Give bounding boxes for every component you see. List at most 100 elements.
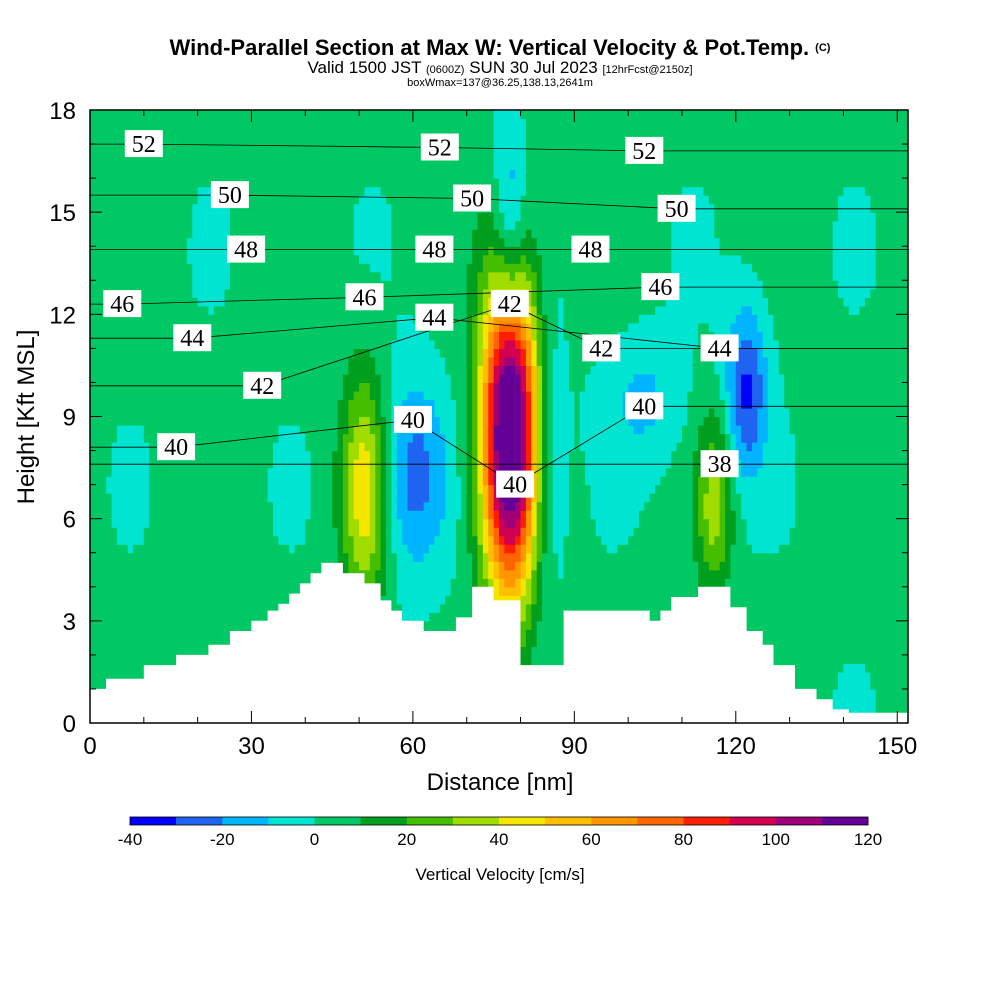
velocity-cell (655, 544, 662, 554)
velocity-cell (628, 561, 635, 571)
velocity-cell (133, 501, 140, 511)
velocity-cell (499, 510, 505, 520)
velocity-cell (246, 561, 253, 571)
velocity-cell (407, 442, 414, 452)
velocity-cell (396, 578, 403, 588)
velocity-cell (488, 510, 495, 520)
velocity-cell (192, 552, 199, 562)
velocity-cell (595, 459, 602, 469)
velocity-cell (730, 493, 737, 503)
velocity-cell (768, 629, 775, 639)
velocity-cell (735, 569, 742, 579)
velocity-cell (477, 484, 484, 494)
velocity-cell (601, 569, 608, 579)
velocity-cell (251, 476, 258, 486)
velocity-cell (504, 518, 511, 528)
velocity-cell (283, 561, 290, 571)
velocity-cell (439, 442, 446, 452)
velocity-cell (558, 510, 565, 520)
velocity-cell (359, 442, 366, 452)
velocity-cell (213, 603, 220, 613)
velocity-cell (299, 544, 306, 554)
velocity-cell (875, 612, 882, 622)
velocity-cell (821, 654, 828, 664)
velocity-cell (881, 654, 888, 664)
velocity-cell (821, 459, 828, 469)
velocity-cell (735, 586, 742, 596)
velocity-cell (106, 467, 113, 477)
velocity-cell (784, 535, 791, 545)
velocity-cell (251, 467, 258, 477)
velocity-cell (159, 595, 166, 605)
velocity-cell (531, 629, 538, 639)
velocity-cell (827, 527, 834, 537)
velocity-cell (773, 646, 780, 656)
velocity-cell (547, 569, 554, 579)
velocity-cell (429, 552, 436, 562)
velocity-cell (450, 476, 457, 486)
velocity-cell (848, 654, 855, 664)
velocity-cell (638, 484, 645, 494)
velocity-cell (283, 501, 290, 511)
velocity-cell (574, 569, 581, 579)
velocity-cell (95, 612, 102, 622)
velocity-cell (681, 493, 688, 503)
velocity-cell (568, 484, 575, 494)
velocity-cell (472, 459, 479, 469)
velocity-cell (800, 646, 807, 656)
velocity-cell (800, 612, 807, 622)
velocity-cell (170, 493, 177, 503)
velocity-cell (681, 518, 688, 528)
velocity-cell (536, 544, 543, 554)
velocity-cell (439, 501, 446, 511)
velocity-cell (886, 501, 893, 511)
velocity-cell (585, 493, 592, 503)
velocity-cell (816, 501, 823, 511)
velocity-cell (574, 578, 581, 588)
velocity-cell (127, 637, 134, 647)
velocity-cell (746, 450, 753, 460)
velocity-cell (864, 510, 871, 520)
velocity-cell (805, 476, 812, 486)
velocity-cell (848, 680, 855, 690)
velocity-cell (348, 561, 355, 571)
velocity-cell (203, 561, 209, 571)
velocity-cell (197, 578, 204, 588)
velocity-cell (278, 476, 285, 486)
velocity-cell (176, 501, 183, 511)
velocity-cell (396, 467, 403, 477)
velocity-cell (891, 620, 898, 630)
velocity-cell (762, 484, 769, 494)
velocity-cell (665, 510, 672, 520)
velocity-cell (359, 467, 366, 477)
velocity-cell (111, 671, 118, 682)
velocity-cell (116, 467, 123, 477)
velocity-cell (854, 680, 861, 690)
velocity-cell (606, 476, 613, 486)
velocity-cell (396, 552, 403, 562)
velocity-cell (127, 501, 134, 511)
velocity-cell (843, 476, 850, 486)
velocity-cell (321, 484, 328, 494)
velocity-cell (794, 663, 801, 673)
velocity-cell (90, 501, 96, 511)
velocity-cell (450, 518, 457, 528)
velocity-cell (305, 518, 312, 528)
velocity-cell (332, 544, 339, 554)
velocity-cell (703, 561, 710, 571)
velocity-cell (520, 510, 527, 520)
velocity-cell (412, 518, 419, 528)
velocity-cell (843, 484, 850, 494)
velocity-cell (671, 535, 678, 545)
velocity-cell (299, 527, 306, 537)
velocity-cell (891, 595, 898, 605)
velocity-cell (520, 612, 527, 622)
velocity-cell (547, 535, 554, 545)
velocity-cell (267, 442, 274, 452)
velocity-cell (832, 612, 839, 622)
velocity-cell (310, 493, 317, 503)
velocity-cell (719, 510, 726, 520)
velocity-cell (870, 595, 877, 605)
velocity-cell (703, 442, 710, 452)
velocity-cell (342, 484, 349, 494)
